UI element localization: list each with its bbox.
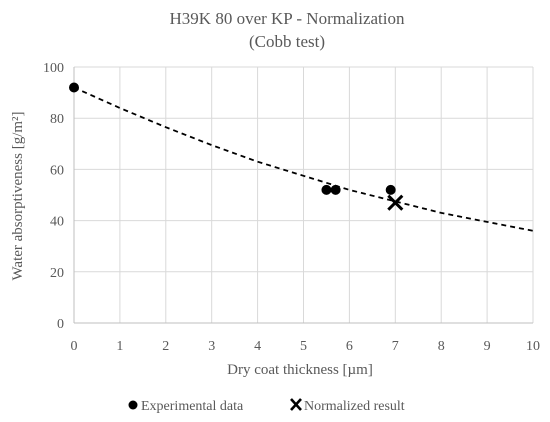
legend-label-normalized: Normalized result [304, 399, 405, 414]
tick-labels: 0 20 40 60 80 100 0 1 2 3 4 5 6 7 8 9 10 [43, 61, 540, 354]
chart-title: H39K 80 over KP - Normalization [170, 9, 405, 28]
legend-item-normalized: Normalized result [290, 398, 405, 414]
x-tick-label: 7 [392, 339, 399, 354]
legend-label-experimental: Experimental data [141, 399, 244, 414]
data-points [69, 82, 404, 211]
y-tick-label: 0 [57, 317, 64, 332]
x-tick-label: 3 [208, 339, 215, 354]
x-tick-label: 4 [254, 339, 261, 354]
x-tick-label: 0 [71, 339, 78, 354]
legend: Experimental data Normalized result [128, 398, 405, 414]
y-tick-label: 60 [50, 163, 64, 178]
x-tick-label: 10 [526, 339, 540, 354]
data-point-circle [69, 82, 79, 93]
x-tick-label: 8 [438, 339, 445, 354]
data-point-circle [321, 184, 332, 195]
axes [73, 67, 533, 324]
y-axis-label: Water absorptiveness [g/m²] [10, 111, 26, 280]
trendline-group [73, 86, 534, 232]
legend-circle-marker [128, 400, 138, 410]
data-point-x [387, 194, 404, 211]
x-tick-label: 1 [116, 339, 123, 354]
x-marker-stroke [387, 194, 404, 211]
gridlines [74, 66, 534, 323]
x-axis-label: Dry coat thickness [µm] [227, 362, 373, 378]
x-tick-label: 2 [162, 339, 169, 354]
x-tick-label: 9 [484, 339, 491, 354]
legend-item-experimental: Experimental data [128, 399, 244, 414]
y-tick-label: 80 [50, 112, 64, 127]
trendline [73, 86, 534, 232]
data-point-circle [330, 184, 341, 195]
y-tick-label: 20 [50, 266, 64, 281]
x-tick-label: 6 [346, 339, 353, 354]
data-point-circle [385, 184, 396, 195]
y-tick-label: 100 [43, 61, 64, 76]
chart-subtitle: (Cobb test) [249, 32, 325, 51]
y-tick-label: 40 [50, 215, 64, 230]
legend-x-marker [290, 398, 302, 411]
x-tick-label: 5 [300, 339, 307, 354]
